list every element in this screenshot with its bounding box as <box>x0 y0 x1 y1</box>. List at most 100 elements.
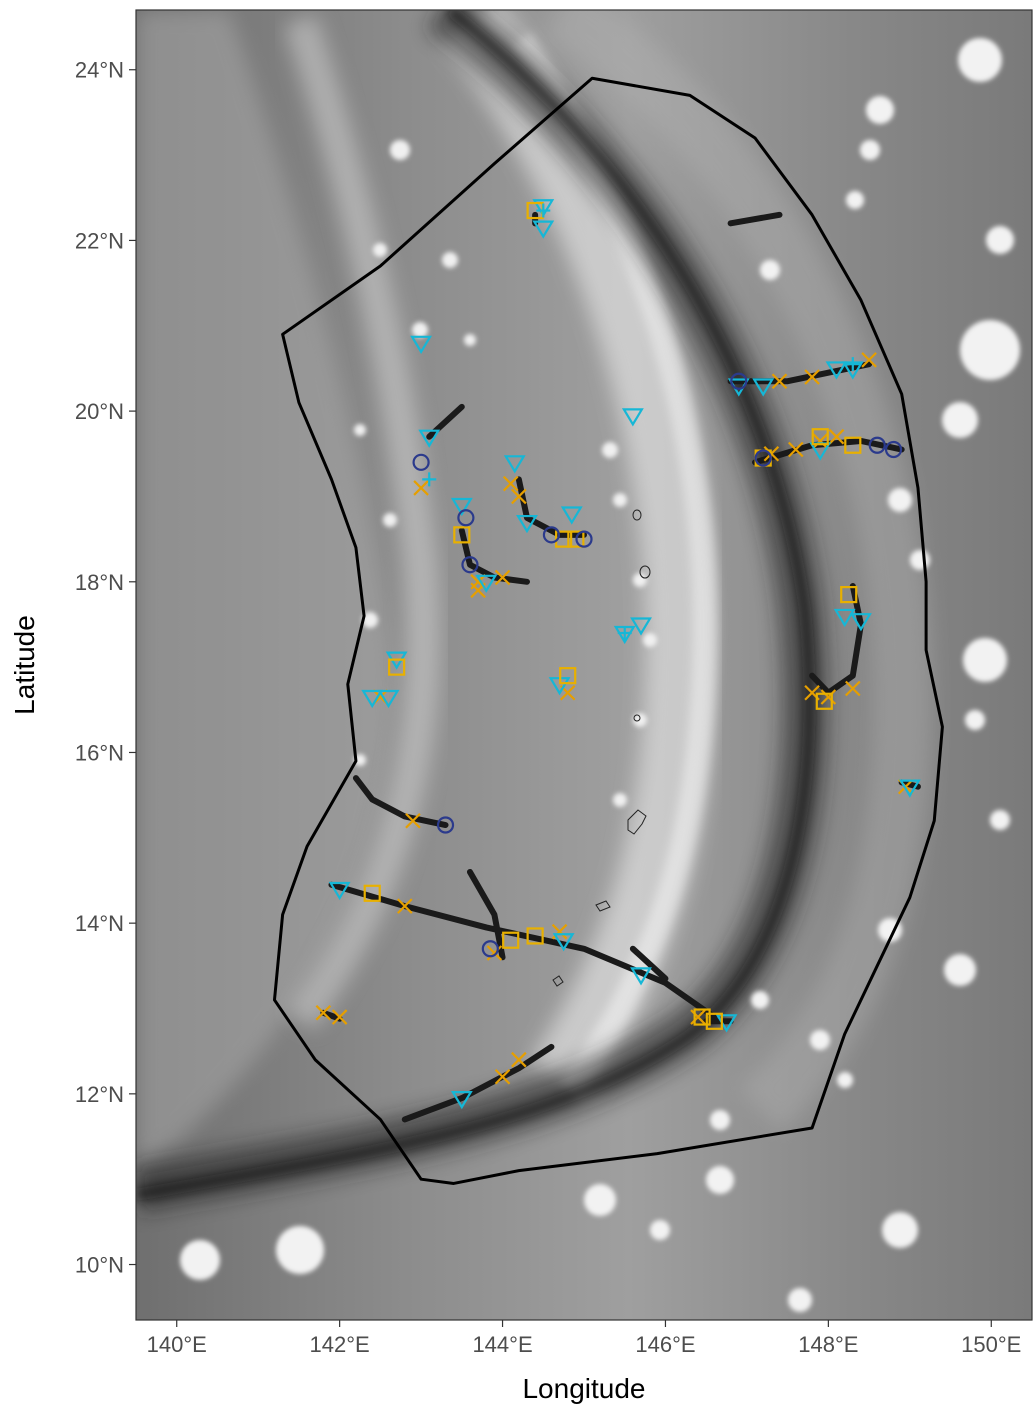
triangle-down-marker-7 <box>377 689 400 709</box>
triangle-down-marker-20 <box>630 617 652 636</box>
x-marker-2 <box>397 898 413 914</box>
circle-marker-9 <box>868 436 886 454</box>
x-marker-1 <box>405 812 421 829</box>
x-marker-5 <box>494 1069 511 1085</box>
circle-marker-1 <box>436 816 455 834</box>
survey-track-10 <box>727 211 783 227</box>
triangle-down-marker-18 <box>560 506 583 525</box>
square-marker-15 <box>840 585 858 604</box>
square-marker-1 <box>363 884 381 902</box>
x-marker-13 <box>494 569 511 586</box>
plus-marker-1 <box>617 625 632 640</box>
x-marker-11 <box>511 488 527 505</box>
study-area-boundary <box>272 76 944 1185</box>
x-tick-label: 142°E <box>310 1332 370 1357</box>
triangle-down-marker-4 <box>630 967 652 986</box>
triangle-down-marker-29 <box>898 779 921 798</box>
triangle-down-marker-1 <box>328 881 351 901</box>
survey-track-2 <box>328 881 718 1021</box>
x-marker-22 <box>820 689 837 705</box>
square-marker-9 <box>559 667 577 685</box>
y-tick-label: 20°N <box>75 399 124 424</box>
circle-marker-6 <box>542 526 561 544</box>
square-marker-14 <box>844 436 862 454</box>
square-marker-11 <box>567 530 585 548</box>
square-marker-4 <box>693 1008 711 1026</box>
x-marker-16 <box>812 433 828 449</box>
square-marker-13 <box>811 428 829 446</box>
circle-marker-11 <box>754 449 772 467</box>
triangle-down-marker-9 <box>410 335 433 354</box>
x-marker-9 <box>413 480 429 496</box>
survey-track-4 <box>401 1043 555 1123</box>
x-tick-label: 140°E <box>147 1332 207 1357</box>
triangle-down-marker-3 <box>552 933 575 952</box>
triangle-down-marker-25 <box>833 608 856 628</box>
triangle-down-marker-21 <box>621 408 644 427</box>
triangle-down-marker-26 <box>850 613 872 632</box>
x-marker-17 <box>828 428 845 445</box>
x-axis-title: Longitude <box>522 1373 645 1404</box>
circle-marker-10 <box>884 440 903 459</box>
y-axis-title: Latitude <box>9 615 40 715</box>
y-tick-label: 18°N <box>75 570 124 595</box>
y-tick-label: 14°N <box>75 911 124 936</box>
survey-track-5 <box>320 1009 343 1022</box>
circle-marker-7 <box>575 530 593 548</box>
y-tick-label: 22°N <box>75 228 124 253</box>
circle-marker-8 <box>730 372 748 390</box>
triangle-down-marker-2 <box>450 1091 473 1110</box>
x-marker-20 <box>861 352 877 368</box>
bathymetry-basemap <box>136 10 1032 1320</box>
survey-track-12 <box>752 437 905 466</box>
y-axis: 10°N 12°N 14°N 16°N 18°N 20°N 22°N 24°N <box>75 58 136 1278</box>
x-tick-label: 146°E <box>635 1332 695 1357</box>
x-marker-3 <box>486 945 503 961</box>
survey-track-1 <box>352 775 449 829</box>
square-marker-16 <box>815 692 833 710</box>
triangle-down-marker-12 <box>475 574 498 593</box>
square-marker-5 <box>705 1012 723 1030</box>
circle-marker-3 <box>412 453 430 471</box>
x-marker-26 <box>690 1009 706 1025</box>
survey-track-14 <box>629 945 669 982</box>
y-tick-label: 16°N <box>75 740 124 765</box>
survey-track-7 <box>458 527 530 585</box>
x-marker-10 <box>502 475 519 492</box>
triangle-down-marker-13 <box>503 455 526 474</box>
x-tick-label: 148°E <box>798 1332 858 1357</box>
survey-track-3 <box>466 868 506 961</box>
triangle-down-marker-16 <box>532 220 555 239</box>
square-marker-3 <box>526 927 544 945</box>
circle-marker-4 <box>457 509 475 527</box>
circle-marker-2 <box>481 940 499 958</box>
x-tick-label: 150°E <box>961 1332 1021 1357</box>
square-marker-6 <box>388 658 406 676</box>
square-marker-2 <box>502 931 520 949</box>
x-marker-19 <box>804 369 820 385</box>
plot-panel-border <box>135 9 1033 1321</box>
triangle-down-marker-14 <box>516 514 538 534</box>
survey-track-13 <box>809 583 864 696</box>
survey-track-11 <box>727 361 873 385</box>
plus-marker-3 <box>422 472 437 487</box>
triangle-down-marker-15 <box>532 199 555 218</box>
triangle-down-marker-6 <box>361 689 384 709</box>
square-marker-10 <box>555 530 573 548</box>
square-marker-7 <box>453 526 471 544</box>
plus-marker-2 <box>845 357 860 372</box>
x-marker-8 <box>331 1009 348 1025</box>
circle-marker-5 <box>461 556 479 574</box>
y-tick-label: 24°N <box>75 58 124 83</box>
y-tick-label: 12°N <box>75 1082 124 1107</box>
triangle-down-marker-11 <box>450 497 473 517</box>
x-axis: 140°E 142°E 144°E 146°E 148°E 150°E <box>147 1320 1021 1357</box>
triangle-down-marker-10 <box>418 429 441 448</box>
triangle-down-marker-27 <box>825 361 848 380</box>
x-marker-18 <box>771 373 788 390</box>
x-tick-label: 144°E <box>472 1332 532 1357</box>
x-marker-15 <box>788 441 804 458</box>
triangle-down-marker-23 <box>752 378 775 397</box>
x-marker-7 <box>315 1004 332 1021</box>
